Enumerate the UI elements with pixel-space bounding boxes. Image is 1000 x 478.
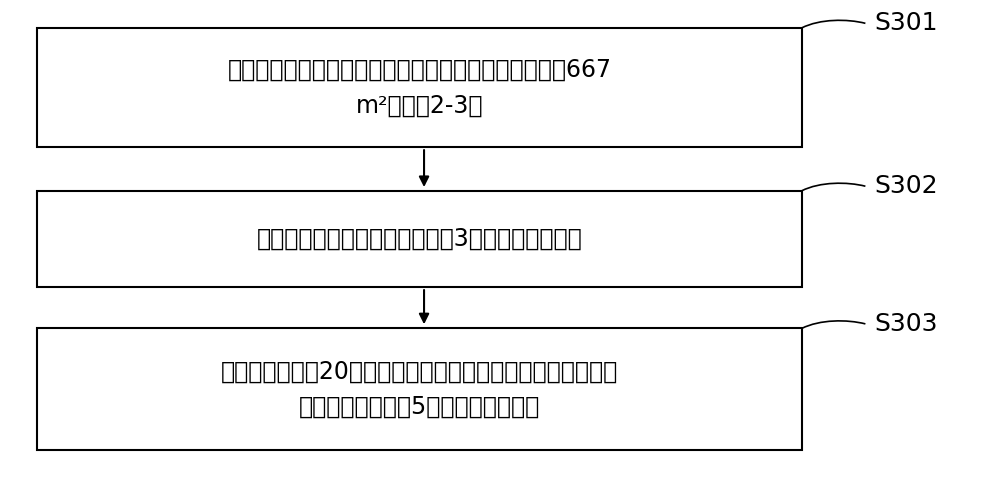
FancyBboxPatch shape — [37, 28, 802, 147]
FancyBboxPatch shape — [37, 191, 802, 287]
Text: S302: S302 — [874, 174, 938, 198]
Text: S303: S303 — [874, 312, 938, 336]
Text: S301: S301 — [874, 11, 938, 35]
Text: 将百花三叶草品种，在果树行间种植，以撒播的方式每667
m²播种量2-3斤: 将百花三叶草品种，在果树行间种植，以撒播的方式每667 m²播种量2-3斤 — [227, 58, 612, 117]
Text: 播种前需对种子消毒，于同年的3月中下旬开始播种: 播种前需对种子消毒，于同年的3月中下旬开始播种 — [257, 227, 582, 251]
FancyBboxPatch shape — [37, 328, 802, 450]
Text: 待三叶草高度为20厘米左右时进行划割，一年可割２～４次，
划割时留茹不低于5厘米，以利于再生: 待三叶草高度为20厘米左右时进行划割，一年可割２～４次， 划割时留茹不低于5厘米… — [221, 359, 618, 419]
